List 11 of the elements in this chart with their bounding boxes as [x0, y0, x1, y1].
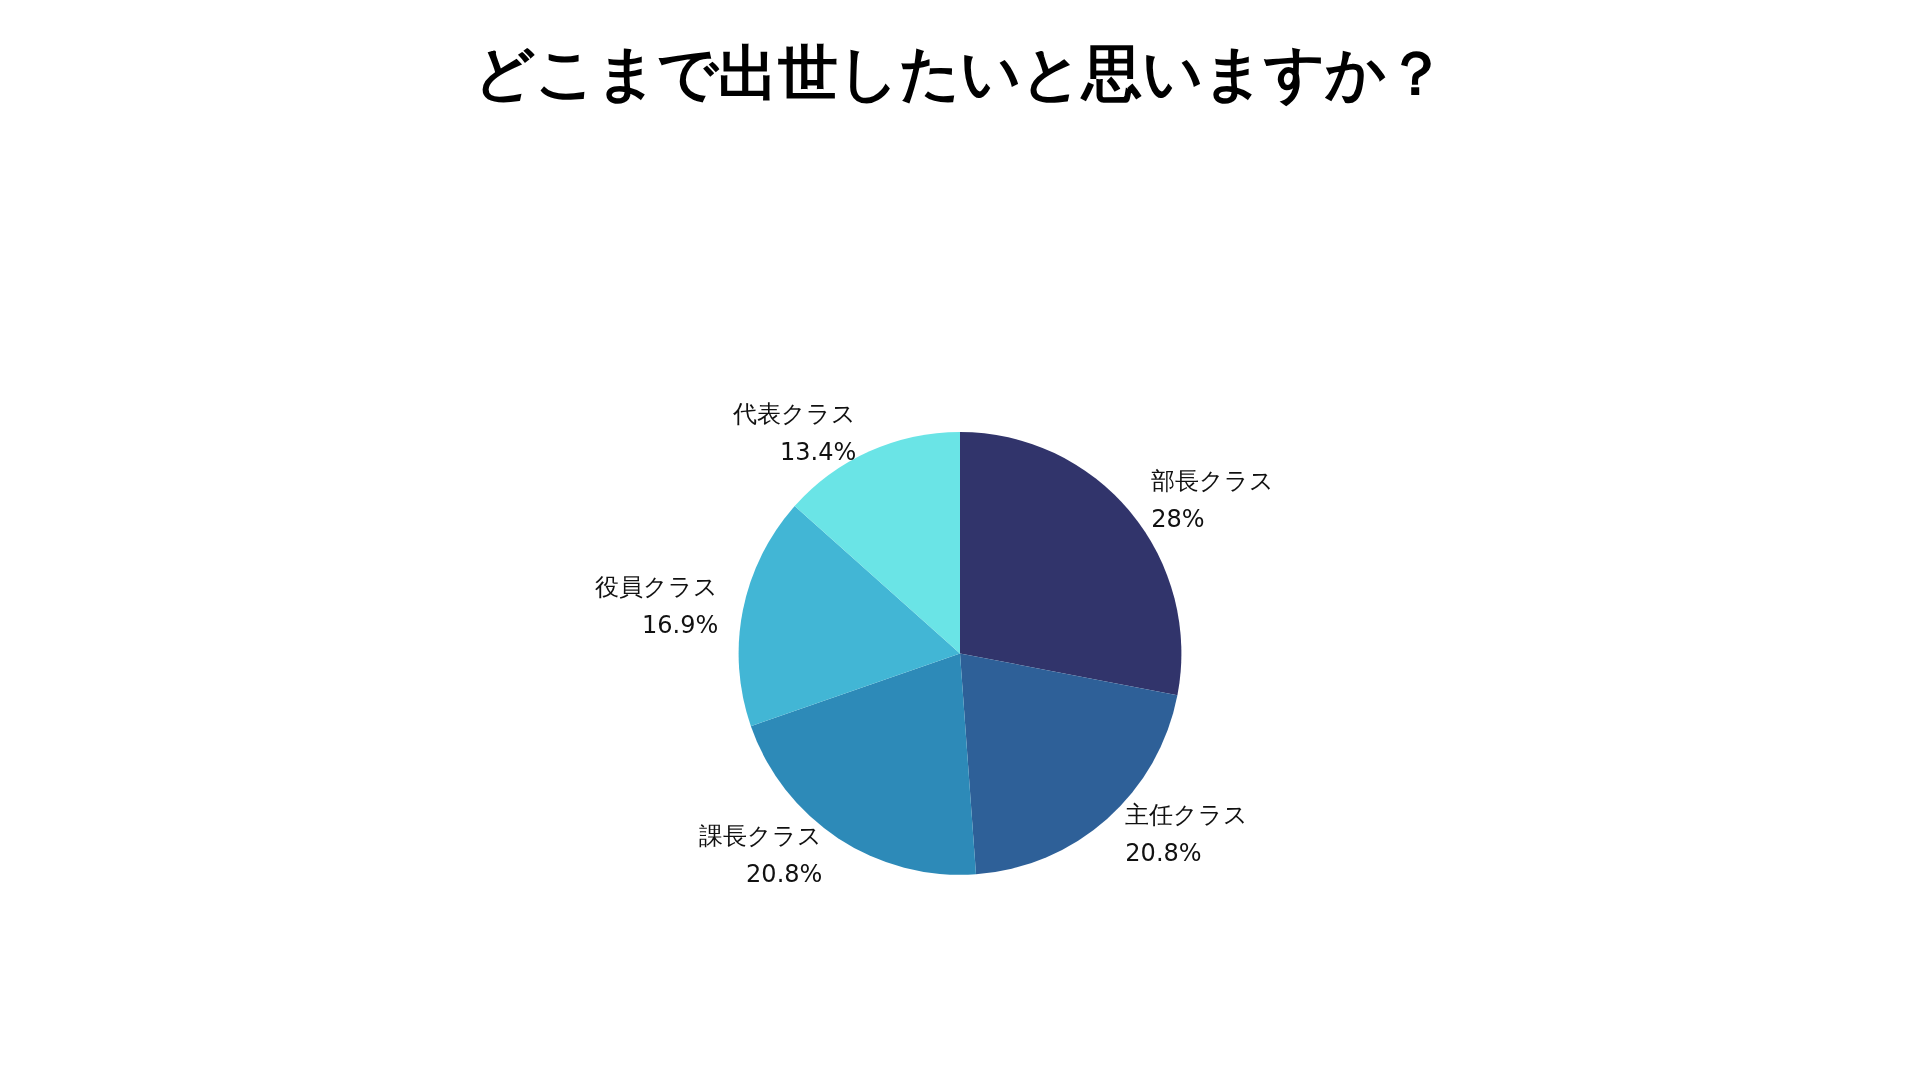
chart-title: どこまで出世したいと思いますか？ [474, 38, 1446, 108]
slice-label: 役員クラス [595, 573, 719, 602]
slice-label: 課長クラス [699, 822, 823, 851]
data-label: 13.4% [780, 438, 857, 467]
data-label: 28% [1151, 504, 1205, 533]
data-label: 20.8% [746, 860, 823, 889]
data-label: 16.9% [642, 611, 719, 640]
slice-label: 主任クラス [1125, 800, 1249, 829]
slice-label: 部長クラス [1151, 466, 1275, 495]
data-label: 20.8% [1125, 838, 1202, 867]
slice-label: 代表クラス [732, 400, 857, 429]
